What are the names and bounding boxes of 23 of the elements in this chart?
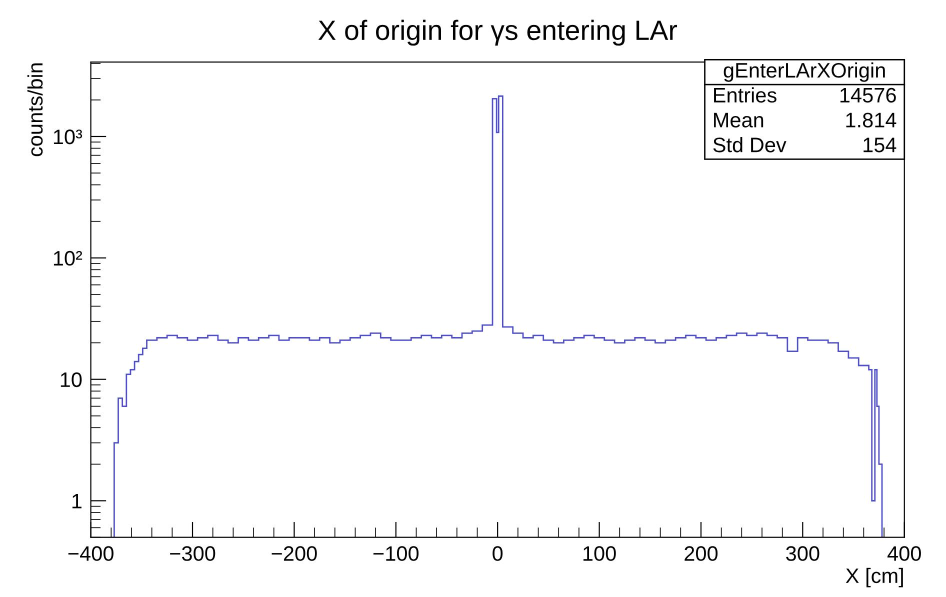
annotation: 1.814 <box>846 112 896 128</box>
y-axis-title: counts/bin <box>27 63 43 156</box>
annotation: 14576 <box>840 88 896 103</box>
annotation: gEnterLArXOrigin <box>724 62 885 82</box>
x-tick-label: 400 <box>887 546 921 561</box>
y-tick-label: 1 <box>72 494 82 508</box>
x-tick-label: −200 <box>272 546 317 561</box>
x-axis-title: X [cm] <box>846 568 903 588</box>
x-tick-label: 200 <box>684 546 718 561</box>
annotation: Mean <box>714 112 764 128</box>
x-tick-label: −300 <box>170 546 216 561</box>
annotation: 154 <box>864 138 896 152</box>
x-tick-label: 300 <box>786 546 820 561</box>
x-tick-label: 100 <box>584 546 616 561</box>
annotation: Std Dev <box>713 137 786 152</box>
annotation: Entries <box>714 87 776 103</box>
y-tick-label: 10² <box>54 250 82 266</box>
chart-title: X of origin for γs entering LAr <box>318 20 678 46</box>
y-tick-label: 10³ <box>54 129 82 144</box>
x-tick-label: 0 <box>492 546 503 561</box>
y-tick-label: 10 <box>60 372 82 388</box>
x-tick-label: −100 <box>373 546 419 561</box>
x-tick-label: −400 <box>68 546 114 561</box>
